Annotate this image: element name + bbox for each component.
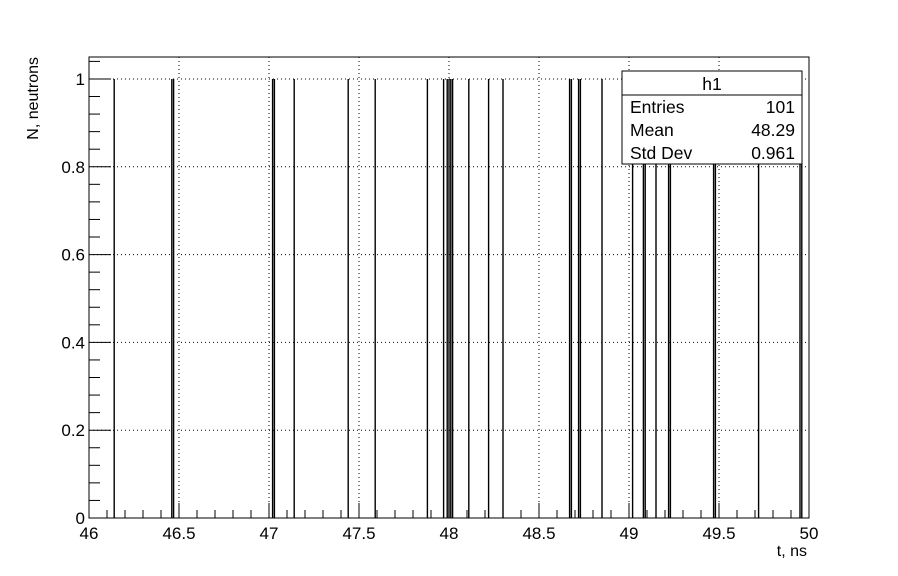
y-axis-title: N, neutrons xyxy=(25,57,42,140)
histogram-bars xyxy=(113,78,803,518)
x-tick-label: 49 xyxy=(620,524,639,543)
x-tick-label: 48.5 xyxy=(522,524,555,543)
x-tick-label: 46 xyxy=(80,524,99,543)
stats-entries-value: 101 xyxy=(766,97,795,117)
stats-stddev-label: Std Dev xyxy=(630,143,692,163)
y-tick-label: 1 xyxy=(76,70,85,89)
y-tick-label: 0.4 xyxy=(61,333,85,352)
x-tick-label: 47 xyxy=(260,524,279,543)
stats-stddev-value: 0.961 xyxy=(751,143,795,163)
axis-ticks xyxy=(88,60,810,519)
y-tick-label: 0 xyxy=(76,509,85,528)
stats-box-frame xyxy=(621,70,803,165)
x-tick-label: 46.5 xyxy=(162,524,195,543)
stats-mean-label: Mean xyxy=(630,120,674,140)
x-tick-label: 49.5 xyxy=(702,524,735,543)
stats-mean-value: 48.29 xyxy=(751,120,795,140)
y-tick-label: 0.2 xyxy=(61,421,85,440)
y-tick-labels: 0 0.2 0.4 0.6 0.8 1 xyxy=(61,70,85,528)
x-tick-label: 48 xyxy=(440,524,459,543)
stats-box: h1 Entries 101 Mean 48.29 Std Dev 0.961 xyxy=(621,70,803,165)
x-tick-labels: 46 46.5 47 47.5 48 48.5 49 49.5 50 xyxy=(80,524,819,543)
stats-box-title: h1 xyxy=(702,74,721,94)
x-axis-title: t, ns xyxy=(777,543,807,560)
x-tick-label: 50 xyxy=(800,524,819,543)
y-tick-label: 0.8 xyxy=(61,158,85,177)
stats-entries-label: Entries xyxy=(630,97,685,117)
y-tick-label: 0.6 xyxy=(61,246,85,265)
x-tick-label: 47.5 xyxy=(342,524,375,543)
